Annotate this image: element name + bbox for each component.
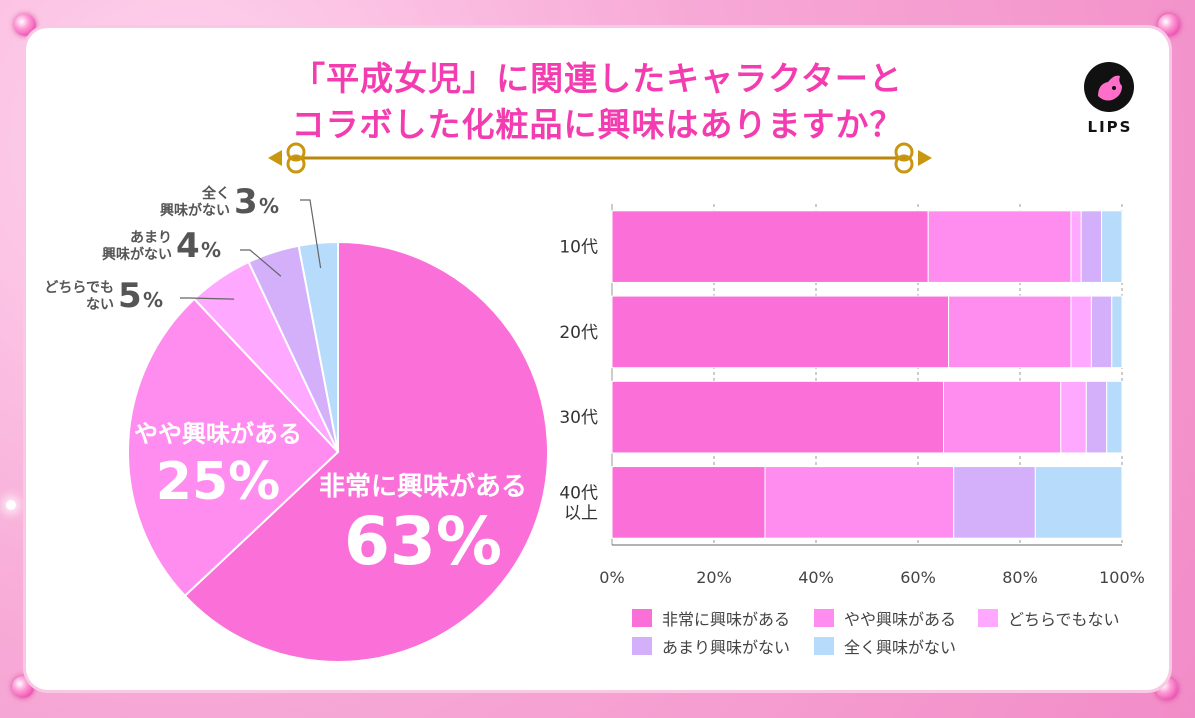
bar-segment-somewhat: [927, 210, 1072, 283]
legend-item-notmuch: あまり興味がない: [632, 634, 790, 658]
bar-segment-notatall: [1101, 210, 1123, 283]
chart-title-line2: コラボした化粧品に興味はありますか？: [291, 105, 904, 144]
sparkle-decoration: [6, 500, 16, 510]
pie-label-very-value: 63%: [344, 503, 502, 580]
x-tick-label: 20%: [696, 568, 732, 587]
pie-label-somewhat-text: やや興味がある: [134, 420, 302, 448]
legend-label-somewhat: やや興味がある: [844, 610, 957, 629]
y-category-label: 30代: [559, 408, 598, 428]
legend-label-neutral: どちらでもない: [1008, 610, 1120, 629]
bar-segment-neutral: [1060, 380, 1087, 454]
pie-label-somewhat-value: 25%: [155, 452, 281, 512]
x-tick-label: 100%: [1099, 568, 1145, 587]
legend-label-notatall: 全く興味がない: [844, 638, 957, 657]
callout-leader-line: [240, 249, 282, 277]
callout-notmuch-pct: %: [201, 238, 222, 262]
callout-neutral-line1: どちらでも: [44, 280, 114, 296]
logo-text: LIPS: [1087, 118, 1133, 136]
legend-label-very: 非常に興味がある: [662, 610, 791, 629]
callout-notatall-line1: 全く: [202, 186, 230, 202]
legend-swatch-notatall: [814, 637, 834, 655]
bar-segment-somewhat: [943, 380, 1062, 454]
legend-swatch-notmuch: [632, 637, 652, 655]
pie-slice-notatall: [297, 240, 339, 453]
bar-segment-notmuch: [953, 466, 1036, 539]
callout-notmuch-line1: あまり: [130, 230, 172, 246]
bar-segment-somewhat: [948, 295, 1072, 369]
y-category-label: 10代: [559, 238, 598, 258]
bar-segment-neutral: [1070, 210, 1082, 283]
legend-label-notmuch: あまり興味がない: [662, 638, 791, 657]
pie-label-somewhat: やや興味がある 25%: [128, 414, 308, 515]
callout-neutral-pct: %: [143, 288, 164, 312]
gem-decoration: [12, 676, 34, 698]
callout-neutral-value: 5: [118, 276, 142, 316]
legend-item-neutral: どちらでもない: [978, 606, 1120, 630]
bar-segment-notmuch: [1080, 210, 1103, 283]
callout-leader-line: [300, 199, 322, 269]
bar-segment-very: [611, 380, 944, 454]
bar-segment-very: [611, 295, 950, 369]
x-tick-label: 80%: [1002, 568, 1038, 587]
bar-segment-very: [611, 210, 929, 283]
y-category-label: 以上: [564, 503, 598, 523]
chart-title-line1: 「平成女児」に関連したキャラクターと: [292, 59, 903, 98]
callout-notmuch-line2: 興味がない: [102, 247, 172, 263]
x-tick-label: 0%: [599, 568, 624, 587]
callout-notatall-value: 3: [234, 182, 258, 222]
callout-leader-line: [180, 297, 235, 300]
x-tick-label: 40%: [798, 568, 834, 587]
pie-slice-somewhat: [127, 297, 340, 598]
pie-slice-very: [183, 240, 549, 663]
x-tick-label: 60%: [900, 568, 936, 587]
legend-item-very: 非常に興味がある: [632, 606, 790, 630]
bar-segment-notmuch: [1090, 295, 1113, 369]
lips-logo-icon: [1084, 62, 1134, 112]
legend-swatch-very: [632, 609, 652, 627]
bar-segment-notatall: [1106, 380, 1123, 454]
gem-decoration: [1158, 14, 1180, 36]
gem-decoration: [14, 14, 36, 36]
callout-notmuch-value: 4: [176, 226, 200, 266]
bar-segment-neutral: [1070, 295, 1092, 369]
legend-swatch-neutral: [978, 609, 998, 627]
bar-segment-notatall: [1111, 295, 1123, 369]
callout-neutral-line2: ない: [86, 297, 114, 313]
y-category-label: 40代: [559, 483, 598, 503]
bar-segment-somewhat: [764, 466, 955, 539]
bar-segment-very: [611, 466, 766, 539]
callout-notatall-line2: 興味がない: [160, 203, 230, 219]
bar-segment-notmuch: [1085, 380, 1108, 454]
pie-label-very-text: 非常に興味がある: [318, 472, 527, 502]
pie-label-very: 非常に興味がある 63%: [318, 466, 528, 581]
legend-swatch-somewhat: [814, 609, 834, 627]
legend-item-somewhat: やや興味がある: [814, 606, 956, 630]
bar-segment-notatall: [1034, 466, 1123, 539]
y-category-label: 20代: [559, 323, 598, 343]
legend-item-notatall: 全く興味がない: [814, 634, 956, 658]
callout-notatall-pct: %: [259, 194, 280, 218]
